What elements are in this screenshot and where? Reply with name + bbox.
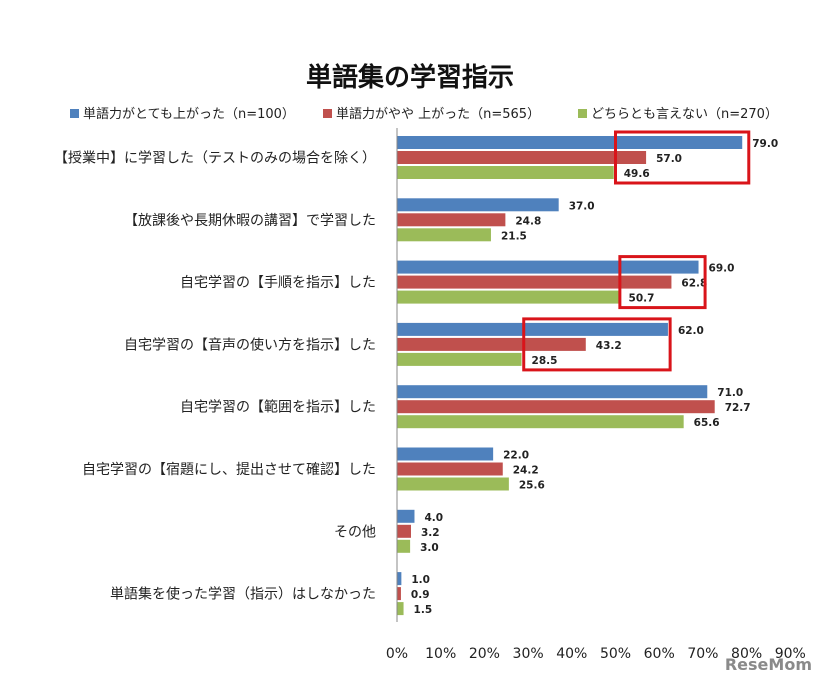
legend: 単語力がとても上がった（n=100） 単語力がやや 上がった（n=565） どちらと… xyxy=(70,106,778,122)
chart-title: 単語集の学習指示 xyxy=(306,62,514,93)
category-label: 自宅学習の【宿題にし、提出させて確認】した xyxy=(82,461,376,478)
category-label: 単語集を使った学習（指示）はしなかった xyxy=(110,586,376,603)
data-label: 4.0 xyxy=(424,512,443,524)
data-label: 1.0 xyxy=(411,574,430,586)
bar xyxy=(397,587,401,601)
bar xyxy=(397,337,586,351)
bar xyxy=(397,322,668,336)
data-label: 49.6 xyxy=(624,168,650,180)
data-label: 24.2 xyxy=(513,465,539,477)
data-label: 57.0 xyxy=(656,153,682,165)
legend-item: 単語力がとても上がった（n=100） xyxy=(70,106,295,122)
bar xyxy=(397,260,699,274)
data-label: 62.0 xyxy=(678,325,704,337)
bar xyxy=(397,166,614,179)
data-label: 0.9 xyxy=(411,589,430,601)
bar xyxy=(397,509,415,523)
data-label: 71.0 xyxy=(717,387,743,399)
bar xyxy=(397,400,715,414)
data-label: 43.2 xyxy=(596,340,622,352)
legend-label: 単語力がとても上がった（n=100） xyxy=(83,106,295,122)
x-tick-label: 50% xyxy=(600,646,631,662)
bar xyxy=(397,524,411,538)
legend-swatch xyxy=(323,109,332,118)
data-label: 69.0 xyxy=(709,263,735,275)
x-axis-ticks: 0% 10% 20% 30% 40% 50% 60% 70% 80% 90% xyxy=(386,646,806,662)
bar xyxy=(397,415,684,429)
data-label: 24.8 xyxy=(515,215,541,227)
data-label: 25.6 xyxy=(519,480,545,492)
x-tick-label: 30% xyxy=(513,646,544,662)
bar xyxy=(397,290,619,304)
legend-item: どちらとも言えない（n=270） xyxy=(578,107,778,122)
legend-item: 単語力がやや 上がった（n=565） xyxy=(323,106,540,122)
bar xyxy=(397,539,411,553)
bar xyxy=(397,352,522,366)
legend-label: どちらとも言えない（n=270） xyxy=(591,107,778,122)
category-label: 自宅学習の【手順を指示】した xyxy=(180,275,376,291)
bar xyxy=(397,136,743,149)
category-label: 自宅学習の【範囲を指示】した xyxy=(180,399,376,416)
legend-swatch xyxy=(70,109,79,118)
data-label: 72.7 xyxy=(725,402,751,414)
data-label: 62.8 xyxy=(681,278,707,290)
data-label: 3.2 xyxy=(421,527,440,539)
bars-group xyxy=(397,136,743,616)
bar xyxy=(397,572,402,586)
bar xyxy=(397,213,506,227)
x-tick-label: 10% xyxy=(425,646,456,662)
bar xyxy=(397,447,494,461)
bar xyxy=(397,477,509,491)
x-tick-label: 80% xyxy=(731,646,762,662)
data-label: 37.0 xyxy=(569,200,595,212)
data-label: 22.0 xyxy=(503,450,529,462)
data-label: 50.7 xyxy=(629,293,655,305)
bar xyxy=(397,151,647,164)
bar xyxy=(397,462,503,476)
bar xyxy=(397,198,559,212)
x-tick-label: 20% xyxy=(469,646,500,662)
category-label: その他 xyxy=(334,524,376,540)
x-tick-label: 60% xyxy=(644,646,675,662)
value-labels: 79.0 57.0 49.6 37.0 24.8 21.5 69.062.8 50.7 62.0… xyxy=(411,138,778,616)
data-label: 3.0 xyxy=(420,542,439,554)
legend-swatch xyxy=(578,109,587,118)
bar xyxy=(397,228,491,242)
x-tick-label: 70% xyxy=(687,646,718,662)
highlight-box xyxy=(614,130,751,185)
legend-label: 単語力がやや 上がった（n=565） xyxy=(336,106,540,122)
category-label: 自宅学習の【音声の使い方を指示】した xyxy=(124,336,376,353)
watermark-logo: ReseMom xyxy=(725,655,812,674)
data-label: 21.5 xyxy=(501,230,527,242)
data-label: 79.0 xyxy=(752,138,778,150)
data-label: 1.5 xyxy=(414,604,433,616)
x-tick-label: 0% xyxy=(386,646,408,662)
bar xyxy=(397,275,672,289)
data-label: 65.6 xyxy=(694,417,720,429)
bar xyxy=(397,385,708,399)
x-tick-label: 40% xyxy=(556,646,587,662)
highlight-box xyxy=(618,255,707,310)
bar xyxy=(397,602,404,616)
x-tick-label: 90% xyxy=(775,646,806,662)
category-label: 【授業中】に学習した（テストのみの場合を除く） xyxy=(54,151,376,167)
category-labels: 【授業中】に学習した（テストのみの場合を除く） 【放課後や長期休暇の講習】で学習し… xyxy=(54,151,376,603)
category-label: 【放課後や長期休暇の講習】で学習した xyxy=(124,213,376,229)
highlight-box xyxy=(522,317,672,372)
data-label: 28.5 xyxy=(532,355,558,367)
highlight-boxes xyxy=(522,130,751,372)
